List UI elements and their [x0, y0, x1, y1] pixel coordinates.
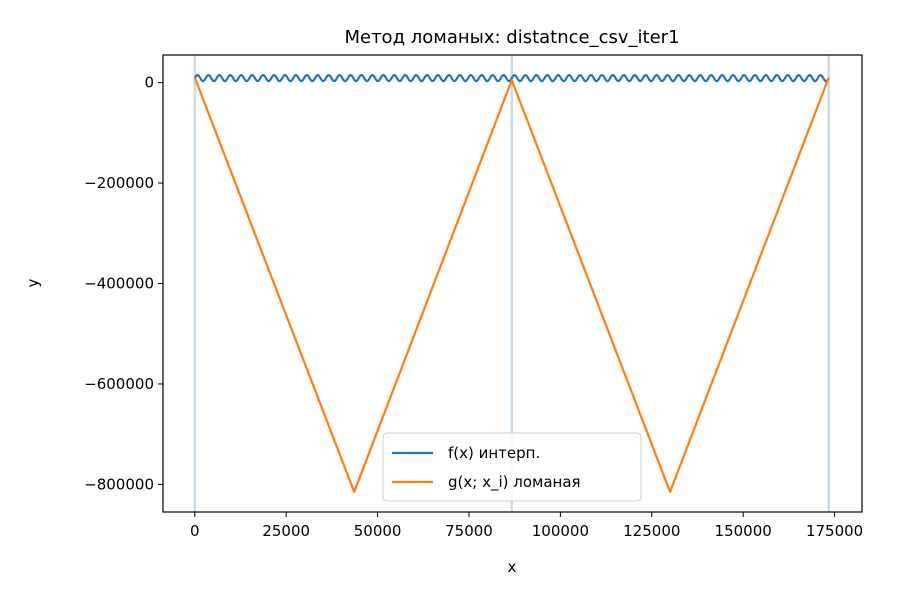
y-tick-label: −600000 [84, 375, 154, 393]
series-line-0 [193, 73, 830, 83]
y-tick-label: −200000 [84, 174, 154, 192]
plot-area: 0 25000 50000 75000 100000 125000 150000 175000… [84, 54, 863, 540]
x-tick-label: 175000 [806, 522, 863, 540]
legend-label-0: f(x) интерп. [448, 444, 540, 462]
y-tick-label: −800000 [84, 475, 154, 493]
x-tick-label: 125000 [623, 522, 680, 540]
x-tick-label: 100000 [532, 522, 589, 540]
series-line-1 [193, 77, 830, 494]
y-axis-label: y [24, 278, 42, 287]
x-tick-label: 50000 [354, 522, 402, 540]
y-tick-label: −400000 [84, 275, 154, 293]
x-tick-label: 75000 [445, 522, 493, 540]
x-tick-label: 25000 [262, 522, 310, 540]
x-tick-label: 150000 [715, 522, 772, 540]
legend-box [382, 432, 642, 502]
chart-title: Метод ломаных: distatnce_csv_iter1 [344, 27, 679, 48]
x-axis-label: x [508, 558, 517, 576]
x-tick-label: 0 [190, 522, 200, 540]
y-tick-label: 0 [144, 74, 154, 92]
legend-label-1: g(x; x_i) ломаная [448, 473, 581, 492]
legend: f(x) интерп. g(x; x_i) ломаная [382, 432, 642, 502]
